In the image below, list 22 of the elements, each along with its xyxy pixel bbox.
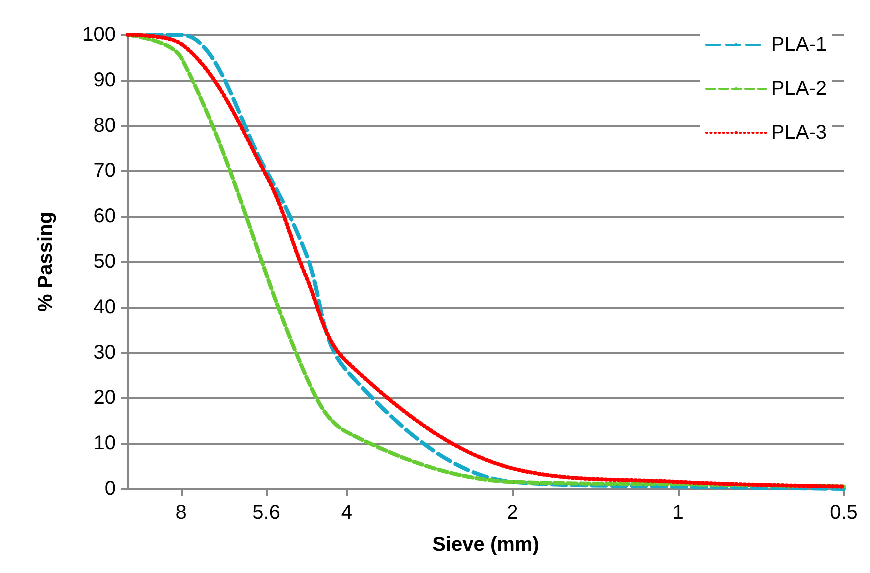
x-tick-label: 2 <box>507 502 518 524</box>
y-tick-label: 90 <box>94 69 116 92</box>
x-tick-label: 1 <box>672 502 684 524</box>
x-tick-label: 8 <box>176 502 187 524</box>
y-tick-label: 70 <box>94 160 116 182</box>
y-tick-label: 30 <box>94 342 116 364</box>
x-tick-label: 4 <box>341 502 353 524</box>
x-tick-label: 5.6 <box>252 502 280 524</box>
x-axis-title: Sieve (mm) <box>432 534 540 556</box>
y-tick-label: 100 <box>82 24 116 46</box>
y-tick-label: 0 <box>104 478 116 500</box>
x-tick-label: 0.5 <box>830 502 858 524</box>
y-tick-label: 40 <box>94 296 116 318</box>
legend-label: PLA-2 <box>771 78 828 100</box>
legend-label: PLA-3 <box>771 122 828 144</box>
legend-label: PLA-1 <box>771 34 828 56</box>
y-tick-label: 80 <box>94 114 116 137</box>
y-tick-label: 60 <box>94 206 116 228</box>
y-axis-title: % Passing <box>35 212 57 312</box>
y-tick-label: 10 <box>94 432 116 455</box>
y-tick-label: 50 <box>94 251 116 273</box>
y-tick-label: 20 <box>94 387 116 410</box>
